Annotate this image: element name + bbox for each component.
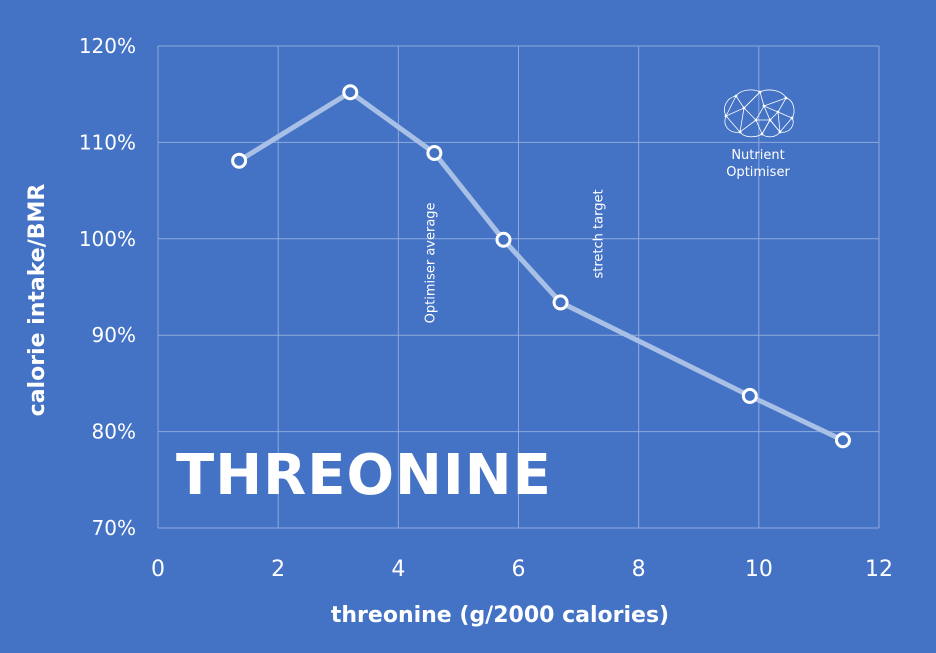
data-point [552, 294, 569, 311]
x-tick-label: 10 [745, 557, 773, 582]
data-point [426, 145, 443, 162]
y-tick-label: 70% [92, 516, 136, 540]
annotation-label: Optimiser average [423, 202, 438, 323]
x-tick-label: 0 [151, 557, 165, 582]
x-axis-ticks: 0 2 4 6 8 10 12 [151, 557, 893, 582]
data-point [834, 432, 851, 449]
y-tick-label: 80% [92, 420, 136, 444]
series-group [231, 84, 851, 449]
x-tick-label: 4 [391, 557, 405, 582]
data-point [741, 387, 758, 404]
logo-text-line1: Nutrient [731, 148, 785, 163]
y-tick-label: 120% [79, 34, 136, 58]
logo-text-line2: Optimiser [726, 165, 790, 180]
y-tick-label: 90% [92, 323, 136, 347]
annotation-label: stretch target [592, 189, 607, 278]
data-point [495, 231, 512, 248]
chart-overlay-title: THREONINE [176, 443, 552, 508]
data-point [342, 84, 359, 101]
data-point [231, 152, 248, 169]
y-tick-label: 110% [79, 130, 136, 154]
annotations: Optimiser average stretch target [423, 189, 606, 323]
nutrient-optimiser-logo: Nutrient Optimiser [712, 86, 804, 181]
y-axis-ticks: 70% 80% 90% 100% 110% 120% [79, 34, 136, 540]
x-tick-label: 2 [271, 557, 285, 582]
y-axis-label: calorie intake/BMR [25, 184, 50, 417]
x-tick-label: 8 [632, 557, 646, 582]
x-axis-label: threonine (g/2000 calories) [331, 603, 669, 628]
x-tick-label: 6 [512, 557, 526, 582]
brain-icon [724, 89, 795, 138]
x-tick-label: 12 [865, 557, 893, 582]
y-tick-label: 100% [79, 227, 136, 251]
